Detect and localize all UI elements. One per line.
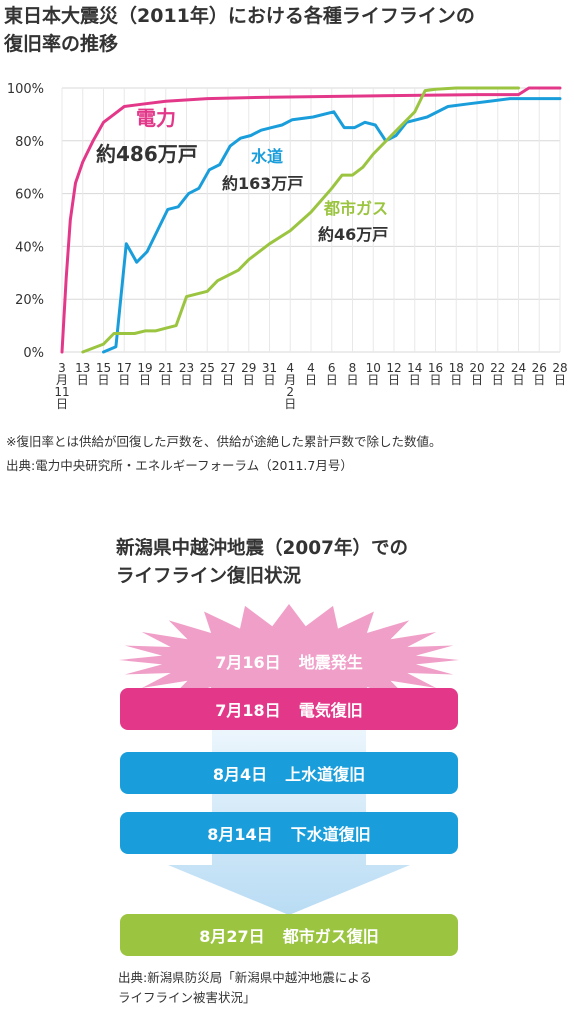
y-tick-label: 60% <box>15 188 44 203</box>
series-line-1 <box>102 97 562 354</box>
x-tick-label: 24 日 <box>511 361 526 387</box>
y-tick-label: 20% <box>15 293 44 308</box>
event-water-restored: 8月4日 上水道復旧 <box>120 752 458 794</box>
title-line-1: 東日本大震災（2011年）における各種ライフラインの <box>4 5 475 27</box>
x-tick-label: 10 日 <box>366 361 381 387</box>
x-tick-label: 14 日 <box>407 361 422 387</box>
event-gas-date: 8月27日 <box>199 927 265 946</box>
x-tick-label: 18 日 <box>449 361 464 387</box>
chart-grid <box>61 87 561 353</box>
niigata-title-line-2: ライフライン復旧状況 <box>116 566 302 587</box>
y-tick-label: 100% <box>7 82 44 97</box>
event-sewer-label: 下水道復旧 <box>290 825 371 844</box>
x-tick-label: 3 月 11 日 <box>54 361 69 411</box>
x-tick-label: 27 日 <box>220 361 235 387</box>
event-water-date: 8月4日 <box>212 765 268 784</box>
event-gas-label: 都市ガス復旧 <box>282 927 379 946</box>
niigata-title: 新潟県中越沖地震（2007年）での ライフライン復旧状況 <box>116 535 536 591</box>
event-water-label: 上水道復旧 <box>285 765 366 784</box>
x-tick-label: 26 日 <box>532 361 547 387</box>
event-sewer-restored: 8月14日 下水道復旧 <box>120 812 458 854</box>
y-tick-label: 40% <box>15 240 44 255</box>
y-tick-label: 0% <box>23 346 44 361</box>
gas-households-label: 約46万戸 <box>318 225 388 244</box>
x-tick-label: 20 日 <box>469 361 484 387</box>
x-tick-label: 17 日 <box>117 361 132 387</box>
electric-series-label: 電力 <box>136 106 176 130</box>
event-earthquake-date: 7月16日 <box>215 653 281 672</box>
series-lines <box>60 86 562 354</box>
event-electric-label: 電気復旧 <box>298 701 363 720</box>
page-title: 東日本大震災（2011年）における各種ライフラインの 復旧率の推移 <box>4 2 570 58</box>
event-earthquake: 7月16日 地震発生 <box>120 648 458 674</box>
x-tick-label: 19 日 <box>137 361 152 387</box>
water-households-label: 約163万戸 <box>222 174 303 193</box>
x-tick-label: 12 日 <box>386 361 401 387</box>
gas-series-label: 都市ガス <box>323 199 388 218</box>
chart-source: 出典:電力中央研究所・エネルギーフォーラム（2011.7月号） <box>6 458 353 473</box>
recovery-rate-chart: 0% 20% 40% 60% 80% 100% 3 月 11 日 13 日 15 日 17 日 19 日 21 日 2… <box>7 82 568 411</box>
event-electric-restored: 7月18日 電気復旧 <box>120 688 458 730</box>
y-tick-label: 80% <box>15 135 44 150</box>
series-line-0 <box>60 86 562 354</box>
niigata-source-line-2: ライフライン被害状況」 <box>118 990 256 1005</box>
event-gas-restored: 8月27日 都市ガス復旧 <box>120 914 458 956</box>
event-earthquake-label: 地震発生 <box>298 653 363 672</box>
x-tick-label: 21 日 <box>158 361 173 387</box>
x-tick-label: 31 日 <box>262 361 277 387</box>
event-sewer-date: 8月14日 <box>207 825 273 844</box>
niigata-source-line-1: 出典:新潟県防災局「新潟県中越沖地震による <box>118 970 372 985</box>
x-axis-ticks: 3 月 11 日 13 日 15 日 17 日 19 日 21 日 23 日 25 日 27 日 29 日 31 日 4 月 2 日 4… <box>54 361 567 411</box>
niigata-title-line-1: 新潟県中越沖地震（2007年）での <box>116 538 408 559</box>
event-electric-date: 7月18日 <box>215 701 281 720</box>
y-axis-ticks: 0% 20% 40% 60% 80% 100% <box>7 82 44 361</box>
series-line-2 <box>81 86 520 354</box>
x-tick-label: 23 日 <box>179 361 194 387</box>
footnote: ※復旧率とは供給が回復した戸数を、供給が途絶した累計戸数で除した数値。 <box>6 434 442 449</box>
electric-households-label: 約486万戸 <box>96 142 198 166</box>
x-tick-label: 22 日 <box>490 361 505 387</box>
x-tick-label: 13 日 <box>75 361 90 387</box>
title-line-2: 復旧率の推移 <box>4 33 119 55</box>
x-tick-label: 15 日 <box>96 361 111 387</box>
x-tick-label: 25 日 <box>200 361 215 387</box>
niigata-source: 出典:新潟県防災局「新潟県中越沖地震による ライフライン被害状況」 <box>118 968 518 1008</box>
x-tick-label: 29 日 <box>241 361 256 387</box>
x-tick-label: 16 日 <box>428 361 443 387</box>
water-series-label: 水道 <box>251 147 283 166</box>
x-tick-label: 28 日 <box>552 361 567 387</box>
